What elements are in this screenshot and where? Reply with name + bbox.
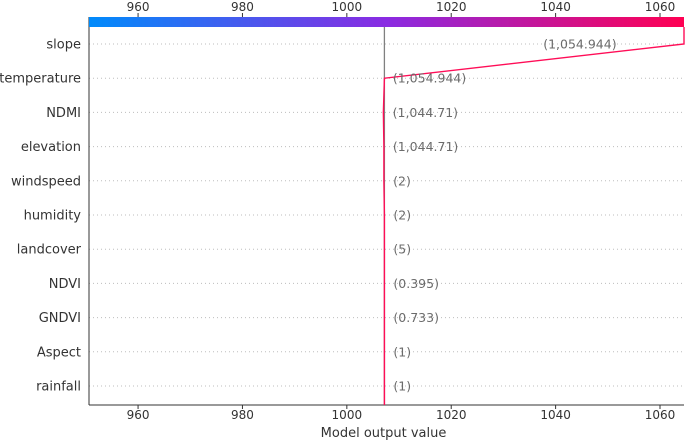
feature-value-label: (1,044.71) bbox=[393, 139, 458, 154]
feature-value-label: (1,054.944) bbox=[393, 71, 466, 86]
top-tick-label: 980 bbox=[231, 0, 254, 14]
top-tick-label: 960 bbox=[127, 0, 150, 14]
feature-label: elevation bbox=[21, 140, 81, 155]
bottom-tick-label: 1020 bbox=[436, 408, 467, 422]
feature-label: windspeed bbox=[11, 174, 81, 189]
bottom-tick-label: 980 bbox=[231, 408, 254, 422]
bottom-tick-label: 1060 bbox=[645, 408, 676, 422]
feature-label: NDMI bbox=[46, 106, 81, 121]
feature-label: slope bbox=[46, 38, 81, 53]
feature-value-label: (2) bbox=[393, 208, 411, 223]
feature-label: humidity bbox=[24, 209, 82, 224]
feature-label: NDVI bbox=[49, 277, 81, 292]
feature-value-label: (2) bbox=[393, 173, 411, 188]
feature-label: GNDVI bbox=[39, 311, 81, 326]
colorbar bbox=[89, 17, 684, 27]
top-tick-label: 1000 bbox=[332, 0, 363, 14]
feature-value-label: (1,054.944) bbox=[543, 37, 616, 52]
feature-label: temperature bbox=[0, 72, 81, 87]
feature-value-label: (0.733) bbox=[393, 310, 439, 325]
feature-value-label: (1) bbox=[393, 379, 411, 394]
decision-path-line bbox=[382, 27, 685, 405]
feature-value-label: (1) bbox=[393, 344, 411, 359]
feature-label: Aspect bbox=[37, 345, 81, 360]
feature-value-label: (0.395) bbox=[393, 276, 439, 291]
bottom-tick-label: 1000 bbox=[332, 408, 363, 422]
x-axis-title: Model output value bbox=[321, 426, 447, 441]
bottom-tick-label: 1040 bbox=[540, 408, 571, 422]
bottom-tick-label: 960 bbox=[127, 408, 150, 422]
top-tick-label: 1040 bbox=[540, 0, 571, 14]
top-tick-label: 1060 bbox=[645, 0, 676, 14]
feature-label: landcover bbox=[17, 243, 82, 258]
feature-value-label: (1,044.71) bbox=[393, 105, 458, 120]
feature-value-label: (5) bbox=[393, 242, 411, 257]
feature-label: rainfall bbox=[36, 380, 81, 395]
top-tick-label: 1020 bbox=[436, 0, 467, 14]
